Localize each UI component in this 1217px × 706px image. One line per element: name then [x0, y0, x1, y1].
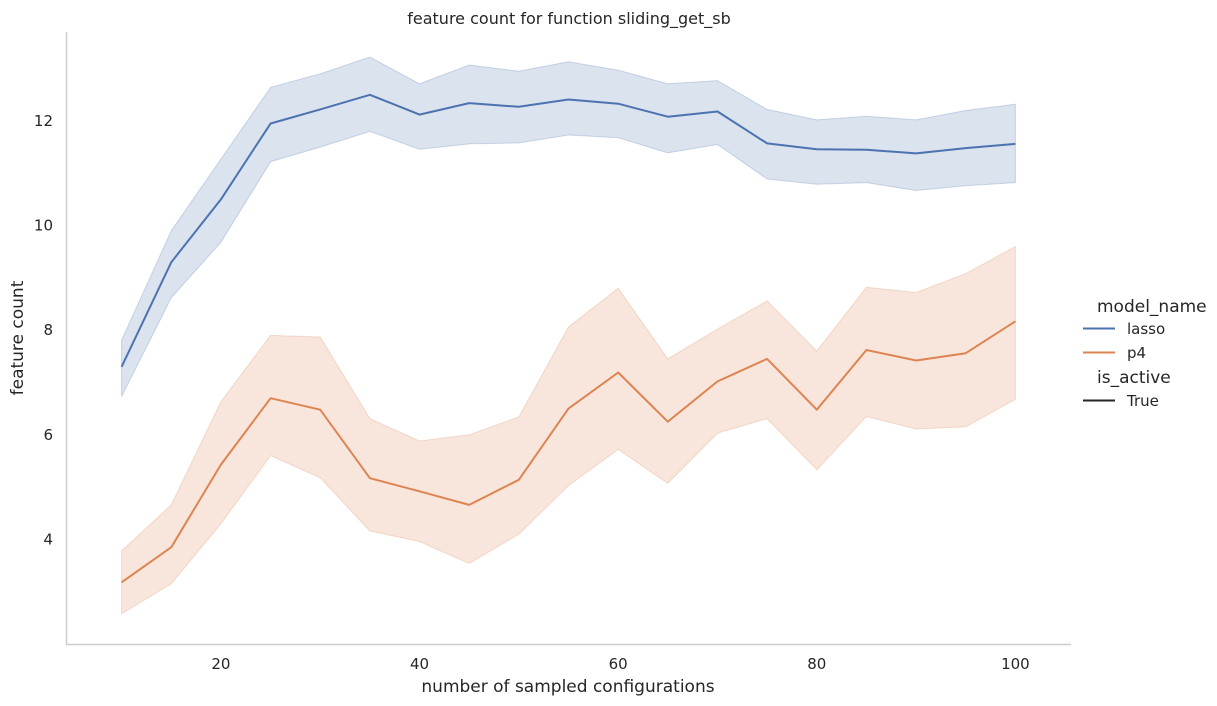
y-tick-label: 10	[34, 217, 53, 235]
y-tick-label: 6	[43, 426, 53, 444]
legend-label-true: True	[1126, 392, 1159, 410]
series-line-lasso	[120, 93, 1016, 368]
y-axis-label: feature count	[8, 280, 28, 395]
legend-style-title: is_active	[1097, 368, 1171, 388]
legend: model_name lasso p4 is_active True	[1083, 297, 1207, 410]
legend-label-p4: p4	[1127, 344, 1146, 362]
y-tick-labels: 4 6 8 10 12	[34, 112, 53, 549]
x-tick-label: 100	[1001, 655, 1030, 673]
legend-label-lasso: lasso	[1127, 320, 1165, 338]
y-tick-label: 12	[34, 112, 53, 130]
x-tick-label: 40	[410, 655, 429, 673]
confidence-band-p4	[121, 245, 1016, 615]
legend-hue-title: model_name	[1097, 297, 1207, 317]
x-tick-labels: 20 40 60 80 100	[211, 655, 1029, 673]
y-tick-label: 8	[43, 321, 53, 339]
y-tick-label: 4	[43, 530, 53, 548]
x-axis-label: number of sampled configurations	[421, 677, 714, 697]
confidence-band-lasso	[121, 56, 1016, 397]
series-lines	[120, 93, 1016, 584]
x-tick-label: 80	[807, 655, 826, 673]
chart-title: feature count for function sliding_get_s…	[407, 9, 731, 29]
series-line-p4	[121, 320, 1016, 584]
x-tick-label: 20	[211, 655, 230, 673]
confidence-bands	[121, 56, 1016, 615]
x-tick-label: 60	[609, 655, 628, 673]
